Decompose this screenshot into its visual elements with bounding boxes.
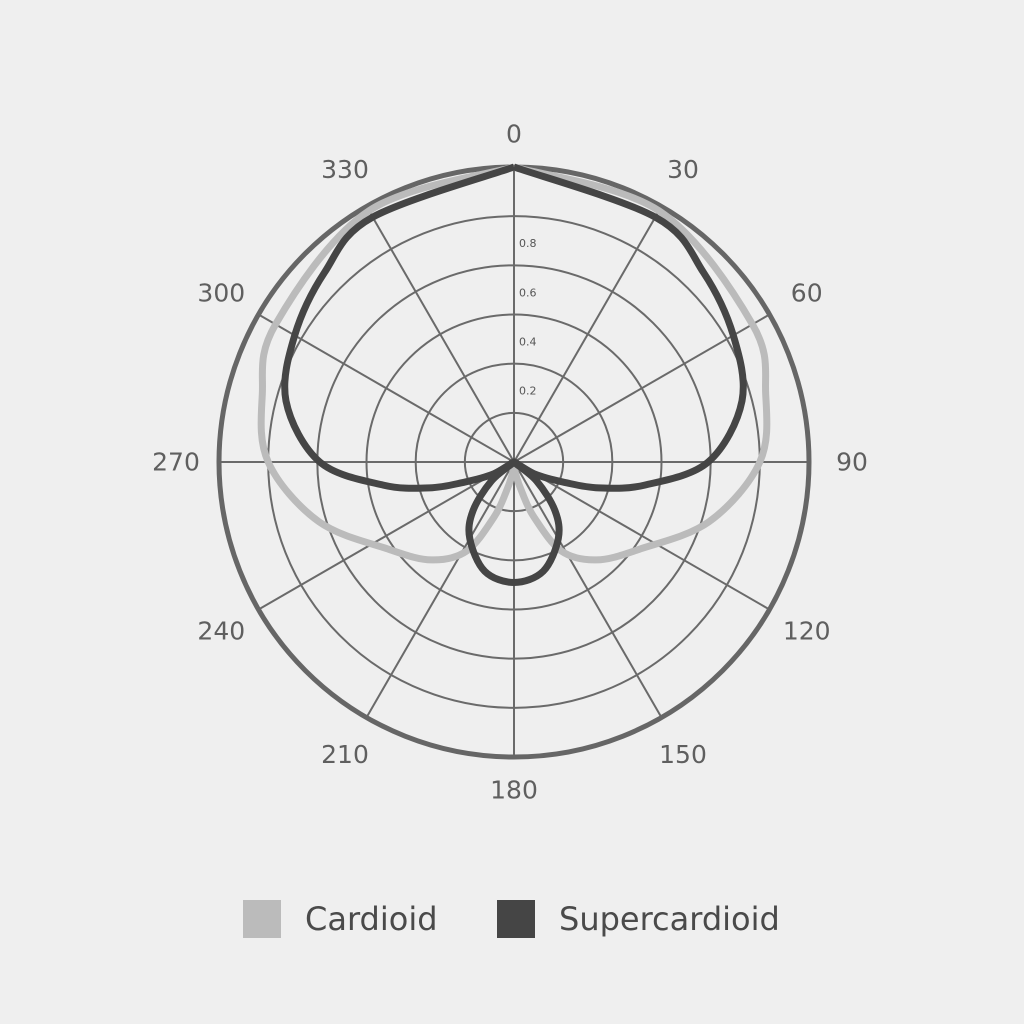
angle-tick-label: 210 [321,740,369,769]
angle-labels: 0 30 60 90 120 150 180 210 240 270 300 330 [152,120,868,805]
legend-item-cardioid: Cardioid [243,898,438,940]
radial-tick-label: 0.4 [519,336,537,349]
angle-tick-label: 270 [152,448,200,477]
angle-tick-label: 240 [197,617,245,646]
radial-tick-label: 0.6 [519,286,537,299]
series-curves [257,163,771,586]
angle-tick-label: 330 [321,155,369,184]
angle-tick-label: 30 [667,155,699,184]
radial-tick-label: 0.8 [519,237,537,250]
grid-spoke [258,313,515,463]
legend-swatch-supercardioid [497,900,535,938]
series-line-supercardioid [281,163,747,586]
grid-spoke [513,461,663,718]
legend-label-supercardioid: Supercardioid [559,900,780,938]
legend: Cardioid Supercardioid [0,898,1024,940]
grid-spoke [258,461,515,611]
legend-item-supercardioid: Supercardioid [497,898,780,940]
angle-tick-label: 180 [490,776,538,805]
angle-tick-label: 60 [791,279,823,308]
radial-labels: 0.2 0.4 0.6 0.8 [519,237,537,398]
grid-spoke [365,461,515,718]
grid-spoke [513,313,770,463]
legend-label-cardioid: Cardioid [305,900,438,938]
grid-spoke [513,206,663,463]
angle-tick-label: 150 [659,740,707,769]
angle-tick-label: 120 [783,617,831,646]
angle-tick-label: 300 [197,279,245,308]
grid-spoke [513,461,770,611]
angle-tick-label: 90 [836,448,868,477]
grid-spoke [365,206,515,463]
legend-swatch-cardioid [243,900,281,938]
radial-tick-label: 0.2 [519,385,537,398]
angle-tick-label: 0 [506,120,522,149]
